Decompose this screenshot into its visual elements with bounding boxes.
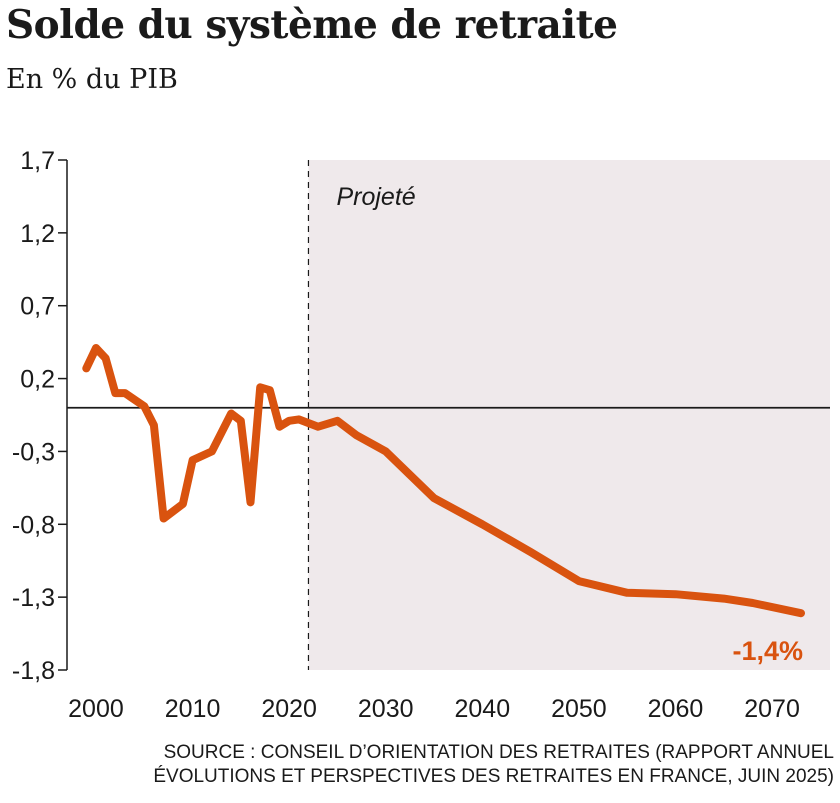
end-value-label: -1,4% (732, 636, 803, 666)
x-tick-label: 2040 (454, 695, 510, 723)
line-chart: 1,7 1,2 0,7 0,2 -0,3 -0,8 -1,3 -1,8 Projeté 2000 2… (12, 147, 830, 723)
y-tick-label: 0,2 (20, 366, 55, 394)
x-tick-label: 2010 (165, 695, 221, 723)
x-tick-label: 2050 (551, 695, 607, 723)
source-note: SOURCE : CONSEIL D’ORIENTATION DES RETRA… (0, 741, 834, 789)
source-line-2: ÉVOLUTIONS ET PERSPECTIVES DES RETRAITES… (153, 766, 834, 787)
y-tick-label: 1,2 (20, 220, 55, 248)
x-tick-label: 2060 (648, 695, 704, 723)
series-line (82, 344, 805, 618)
y-tick-label: -0,8 (12, 511, 55, 539)
projection-band (308, 160, 830, 670)
x-tick-label: 2030 (358, 695, 414, 723)
y-tick-label: -1,8 (12, 657, 55, 685)
x-tick-label: 2070 (744, 695, 800, 723)
x-tick-label: 2020 (261, 695, 317, 723)
chart-title: Solde du système de retraite (6, 2, 618, 48)
chart-subtitle: En % du PIB (6, 64, 178, 95)
y-tick-label: -1,3 (12, 584, 55, 612)
projection-label: Projeté (336, 183, 415, 211)
y-tick-label: 0,7 (20, 293, 55, 321)
y-tick-label: -0,3 (12, 438, 55, 466)
source-line-1: SOURCE : CONSEIL D’ORIENTATION DES RETRA… (163, 742, 834, 763)
x-tick-label: 2000 (68, 695, 124, 723)
y-tick-label: 1,7 (20, 147, 55, 175)
